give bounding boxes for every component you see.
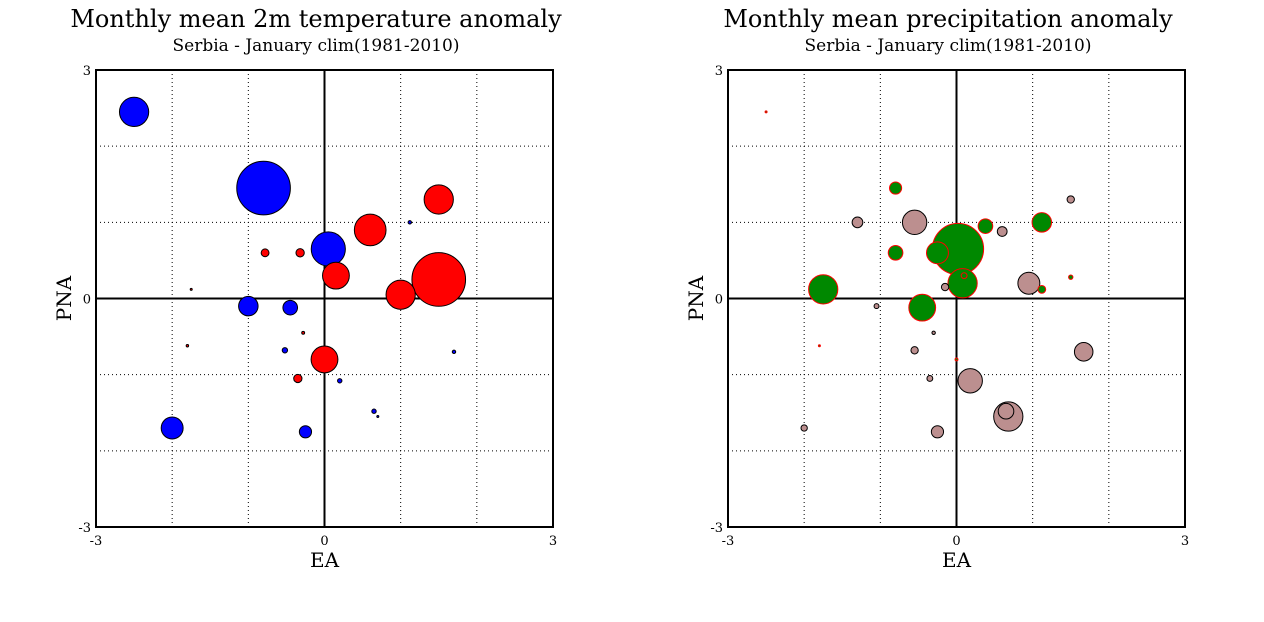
data-point-bubble <box>423 184 454 215</box>
data-point-bubble <box>189 287 193 291</box>
data-point-bubble <box>281 347 289 354</box>
data-point-bubble <box>930 425 945 439</box>
y-tick-label: 3 <box>715 64 723 79</box>
data-point-bubble <box>1073 342 1094 362</box>
data-point-bubble <box>954 357 959 362</box>
data-point-bubble <box>411 252 467 307</box>
precipitation-scatter-chart: -3 0 3 -3 0 3 EA PNA <box>684 64 1189 572</box>
plot-frame <box>727 69 1186 528</box>
data-point-bubble <box>940 282 950 292</box>
y-tick-label: 0 <box>715 293 723 308</box>
x-tick-label: -3 <box>722 534 735 549</box>
data-point-bubble <box>260 248 270 258</box>
data-point-bubble <box>451 349 457 355</box>
temperature-scatter-chart: -3 0 3 -3 0 3 EA PNA <box>52 64 557 572</box>
data-point-bubble <box>282 299 299 316</box>
data-point-bubble <box>960 272 968 280</box>
data-point-bubble <box>118 96 150 128</box>
data-point-bubble <box>977 218 994 234</box>
data-point-bubble <box>238 295 259 317</box>
data-point-bubble <box>997 402 1015 420</box>
data-point-bubble <box>888 181 903 195</box>
data-point-bubble <box>925 241 949 265</box>
data-point-bubble <box>1066 195 1075 204</box>
data-point-bubble <box>295 248 305 258</box>
data-point-bubble <box>293 373 303 384</box>
chart-subtitle: Serbia - January clim(1981-2010) <box>804 36 1092 56</box>
x-axis-label: EA <box>942 548 972 572</box>
data-point-bubble <box>236 160 291 216</box>
data-point-bubble <box>407 220 413 225</box>
data-point-bubble <box>298 425 313 439</box>
x-tick-label: -3 <box>90 534 103 549</box>
data-point-bubble <box>817 344 821 348</box>
data-point-bubble <box>301 330 306 335</box>
data-point-bubble <box>901 209 928 236</box>
data-point-bubble <box>322 261 350 290</box>
chart-title: Monthly mean 2m temperature anomaly <box>70 5 562 33</box>
data-point-bubble <box>851 216 864 229</box>
data-point-bubble <box>371 408 377 414</box>
x-axis-label: EA <box>310 548 340 572</box>
data-point-bubble <box>996 226 1008 237</box>
data-point-bubble <box>873 303 880 310</box>
y-tick-label: 3 <box>83 64 91 79</box>
data-point-bubble <box>353 213 387 247</box>
data-point-bubble <box>185 344 190 348</box>
y-tick-label: -3 <box>78 521 91 536</box>
precipitation-anomaly-panel: Monthly mean precipitation anomaly Serbi… <box>632 0 1264 622</box>
y-tick-label: 0 <box>83 293 91 308</box>
y-tick-label: -3 <box>710 521 723 536</box>
data-point-bubble <box>1017 271 1041 295</box>
data-point-bubble <box>947 268 978 299</box>
data-point-bubble <box>1031 212 1053 233</box>
data-point-bubble <box>1068 274 1074 280</box>
x-tick-label: 0 <box>320 534 328 549</box>
chart-title: Monthly mean precipitation anomaly <box>723 5 1173 33</box>
data-point-bubble <box>800 424 808 432</box>
x-tick-label: 3 <box>1181 534 1189 549</box>
x-tick-label: 3 <box>549 534 557 549</box>
data-point-bubble <box>310 345 339 374</box>
data-point-bubble <box>1037 284 1047 294</box>
plot-frame <box>95 69 554 528</box>
data-point-bubble <box>160 416 184 440</box>
data-point-bubble <box>337 378 343 384</box>
data-point-bubble <box>910 346 919 355</box>
data-point-bubble <box>385 279 416 310</box>
data-point-bubble <box>310 231 346 267</box>
data-point-bubble <box>887 244 904 261</box>
data-point-bubble <box>908 293 937 322</box>
data-point-bubble <box>764 110 768 114</box>
data-point-bubble <box>926 375 934 382</box>
data-point-bubble <box>808 274 839 305</box>
y-axis-label: PNA <box>52 275 76 321</box>
temperature-anomaly-panel: Monthly mean 2m temperature anomaly Serb… <box>52 5 562 572</box>
y-axis-label: PNA <box>684 275 708 321</box>
data-point-bubble <box>931 330 936 335</box>
x-tick-label: 0 <box>952 534 960 549</box>
chart-subtitle: Serbia - January clim(1981-2010) <box>172 36 460 56</box>
data-point-bubble <box>957 368 983 394</box>
data-point-bubble <box>376 415 380 419</box>
